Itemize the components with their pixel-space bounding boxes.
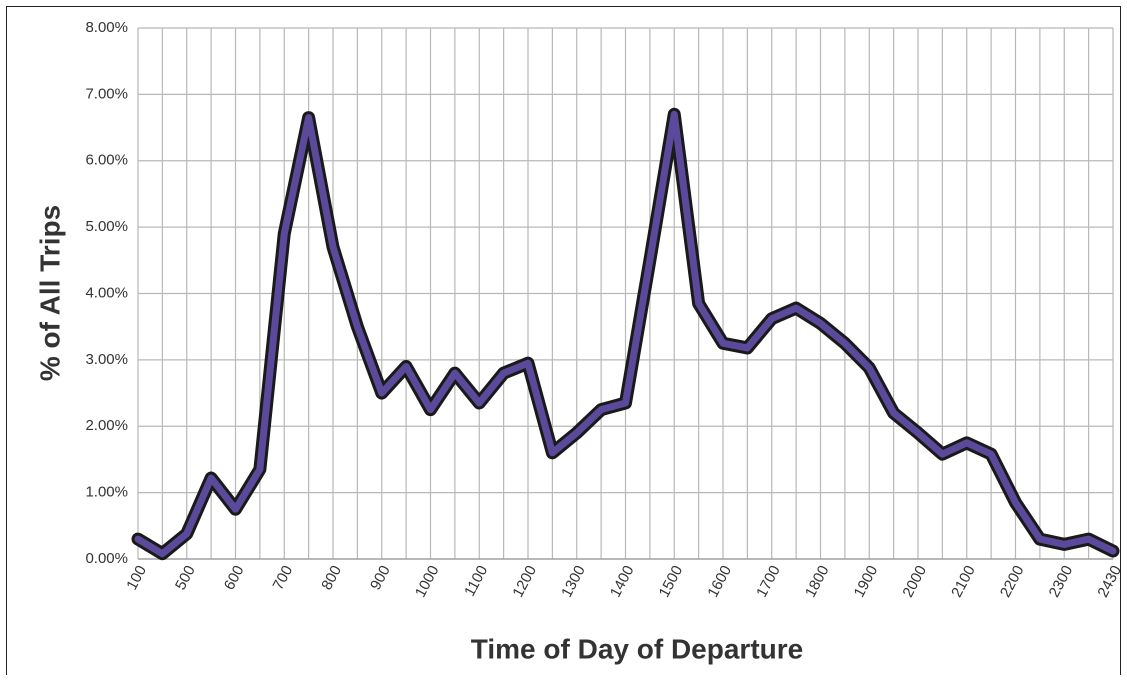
x-tick-label: 1100 bbox=[461, 563, 491, 599]
y-axis-title: % of All Trips bbox=[34, 205, 65, 381]
x-tick-label: 2200 bbox=[997, 563, 1028, 600]
x-tick-label: 1200 bbox=[509, 563, 540, 600]
x-axis-title: Time of Day of Departure bbox=[471, 633, 803, 664]
x-tick-label: 100 bbox=[123, 563, 150, 593]
line bbox=[134, 110, 1117, 558]
y-tick-label: 6.00% bbox=[85, 152, 128, 169]
y-tick-label: 4.00% bbox=[85, 284, 128, 301]
x-tick-label: 1900 bbox=[851, 563, 882, 600]
x-tick-label: 2000 bbox=[899, 563, 930, 600]
x-tick-label: 1000 bbox=[412, 563, 443, 600]
y-tick-label: 8.00% bbox=[85, 19, 128, 36]
x-tick-label: 1600 bbox=[704, 563, 735, 600]
y-tick-label: 2.00% bbox=[85, 417, 128, 434]
x-tick-label: 2300 bbox=[1046, 563, 1077, 600]
y-tick-label: 3.00% bbox=[85, 351, 128, 368]
x-tick-label: 1700 bbox=[753, 563, 784, 600]
x-tick-label: 1500 bbox=[656, 563, 687, 600]
y-tick-label: 7.00% bbox=[85, 85, 128, 102]
x-tick-label: 1800 bbox=[802, 563, 833, 600]
x-tick-label: 700 bbox=[270, 563, 297, 593]
y-tick-label: 0.00% bbox=[85, 550, 128, 567]
x-tick-label: 600 bbox=[221, 563, 248, 593]
x-tick-label: 500 bbox=[172, 563, 199, 593]
x-tick-label: 1400 bbox=[607, 563, 638, 600]
x-tick-label: 800 bbox=[318, 563, 345, 593]
y-tick-label: 1.00% bbox=[85, 484, 128, 501]
x-tick-label: 2100 bbox=[948, 563, 979, 600]
frame bbox=[6, 6, 1121, 677]
y-tick-label: 5.00% bbox=[85, 218, 128, 235]
x-tick-label: 900 bbox=[367, 563, 394, 593]
x-tick-label: 1300 bbox=[558, 563, 589, 600]
